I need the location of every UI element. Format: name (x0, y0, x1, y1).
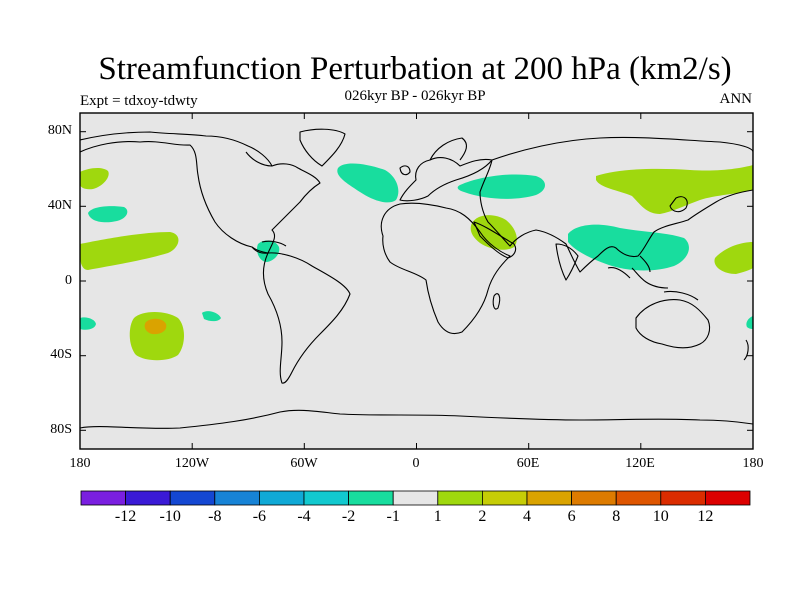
x-tick-label: 180 (742, 456, 764, 471)
x-axis-ticks (79, 113, 754, 449)
x-tick-label: 120W (174, 456, 210, 471)
map-background (80, 113, 753, 449)
colorbar-label: 4 (523, 508, 531, 525)
region-south-pacific-small (202, 311, 221, 322)
colorbar-box-9 (437, 490, 483, 506)
region-south-pacific-core (144, 318, 167, 335)
experiment-period: 026kyr BP - 026kyr BP (344, 88, 486, 104)
colorbar (80, 490, 751, 506)
region-north-pacific-east (80, 168, 109, 190)
colorbar-box-1 (80, 490, 126, 506)
region-subtropical-pacific (80, 232, 179, 270)
colorbar-box-11 (526, 490, 572, 506)
y-tick-label: 40S (50, 347, 72, 362)
colorbar-label: 1 (433, 508, 442, 525)
colorbar-label: 2 (478, 508, 487, 525)
experiment-label: Expt = tdxoy-tdwty (80, 93, 198, 109)
colorbar-label: -2 (341, 508, 356, 525)
colorbar-label: -12 (114, 508, 137, 525)
coastlines (80, 128, 753, 429)
colorbar-box-8 (392, 490, 439, 506)
region-south-pacific-west (80, 317, 96, 330)
y-tick-label: 80S (50, 422, 72, 437)
y-tick-label: 0 (65, 273, 72, 288)
region-south-pacific-east (746, 316, 753, 329)
x-tick-label: 180 (69, 456, 91, 471)
region-north-pacific-mid (88, 206, 128, 223)
colorbar-label: -1 (386, 508, 400, 525)
colorbar-label: 10 (652, 508, 669, 525)
colorbar-box-15 (705, 490, 751, 506)
colorbar-label: -4 (297, 508, 311, 525)
colorbar-label: 12 (697, 508, 714, 525)
x-tick-label: 0 (412, 456, 420, 471)
colorbar-box-4 (214, 490, 260, 506)
colorbar-box-2 (125, 490, 171, 506)
region-north-atlantic (337, 163, 399, 203)
region-west-pacific-tropics (714, 242, 753, 274)
x-tick-label: 120E (625, 456, 655, 471)
region-caribbean (256, 240, 280, 262)
y-tick-label: 40N (47, 198, 72, 213)
colorbar-box-13 (615, 490, 662, 506)
y-tick-label: 80N (47, 123, 72, 138)
x-tick-label: 60E (516, 456, 540, 471)
season-label: ANN (719, 91, 753, 107)
colorbar-box-10 (481, 490, 528, 506)
y-axis-ticks (80, 131, 753, 431)
colorbar-box-14 (660, 490, 706, 506)
colorbar-label: 8 (612, 508, 621, 525)
region-south-pacific (129, 312, 184, 361)
colorbar-box-7 (348, 490, 394, 506)
colorbar-label: -6 (252, 508, 267, 525)
region-east-asia (596, 165, 753, 214)
colorbar-label: 6 (567, 508, 576, 525)
page-title: Streamfunction Perturbation at 200 hPa (… (98, 51, 732, 87)
x-tick-label: 60W (290, 456, 318, 471)
colorbar-box-6 (303, 490, 349, 506)
colorbar-box-5 (258, 490, 305, 506)
colorbar-box-3 (169, 490, 216, 506)
colorbar-label: -8 (208, 508, 222, 525)
colorbar-box-12 (571, 490, 617, 506)
colorbar-label: -10 (159, 508, 181, 525)
region-south-asia (568, 224, 689, 271)
